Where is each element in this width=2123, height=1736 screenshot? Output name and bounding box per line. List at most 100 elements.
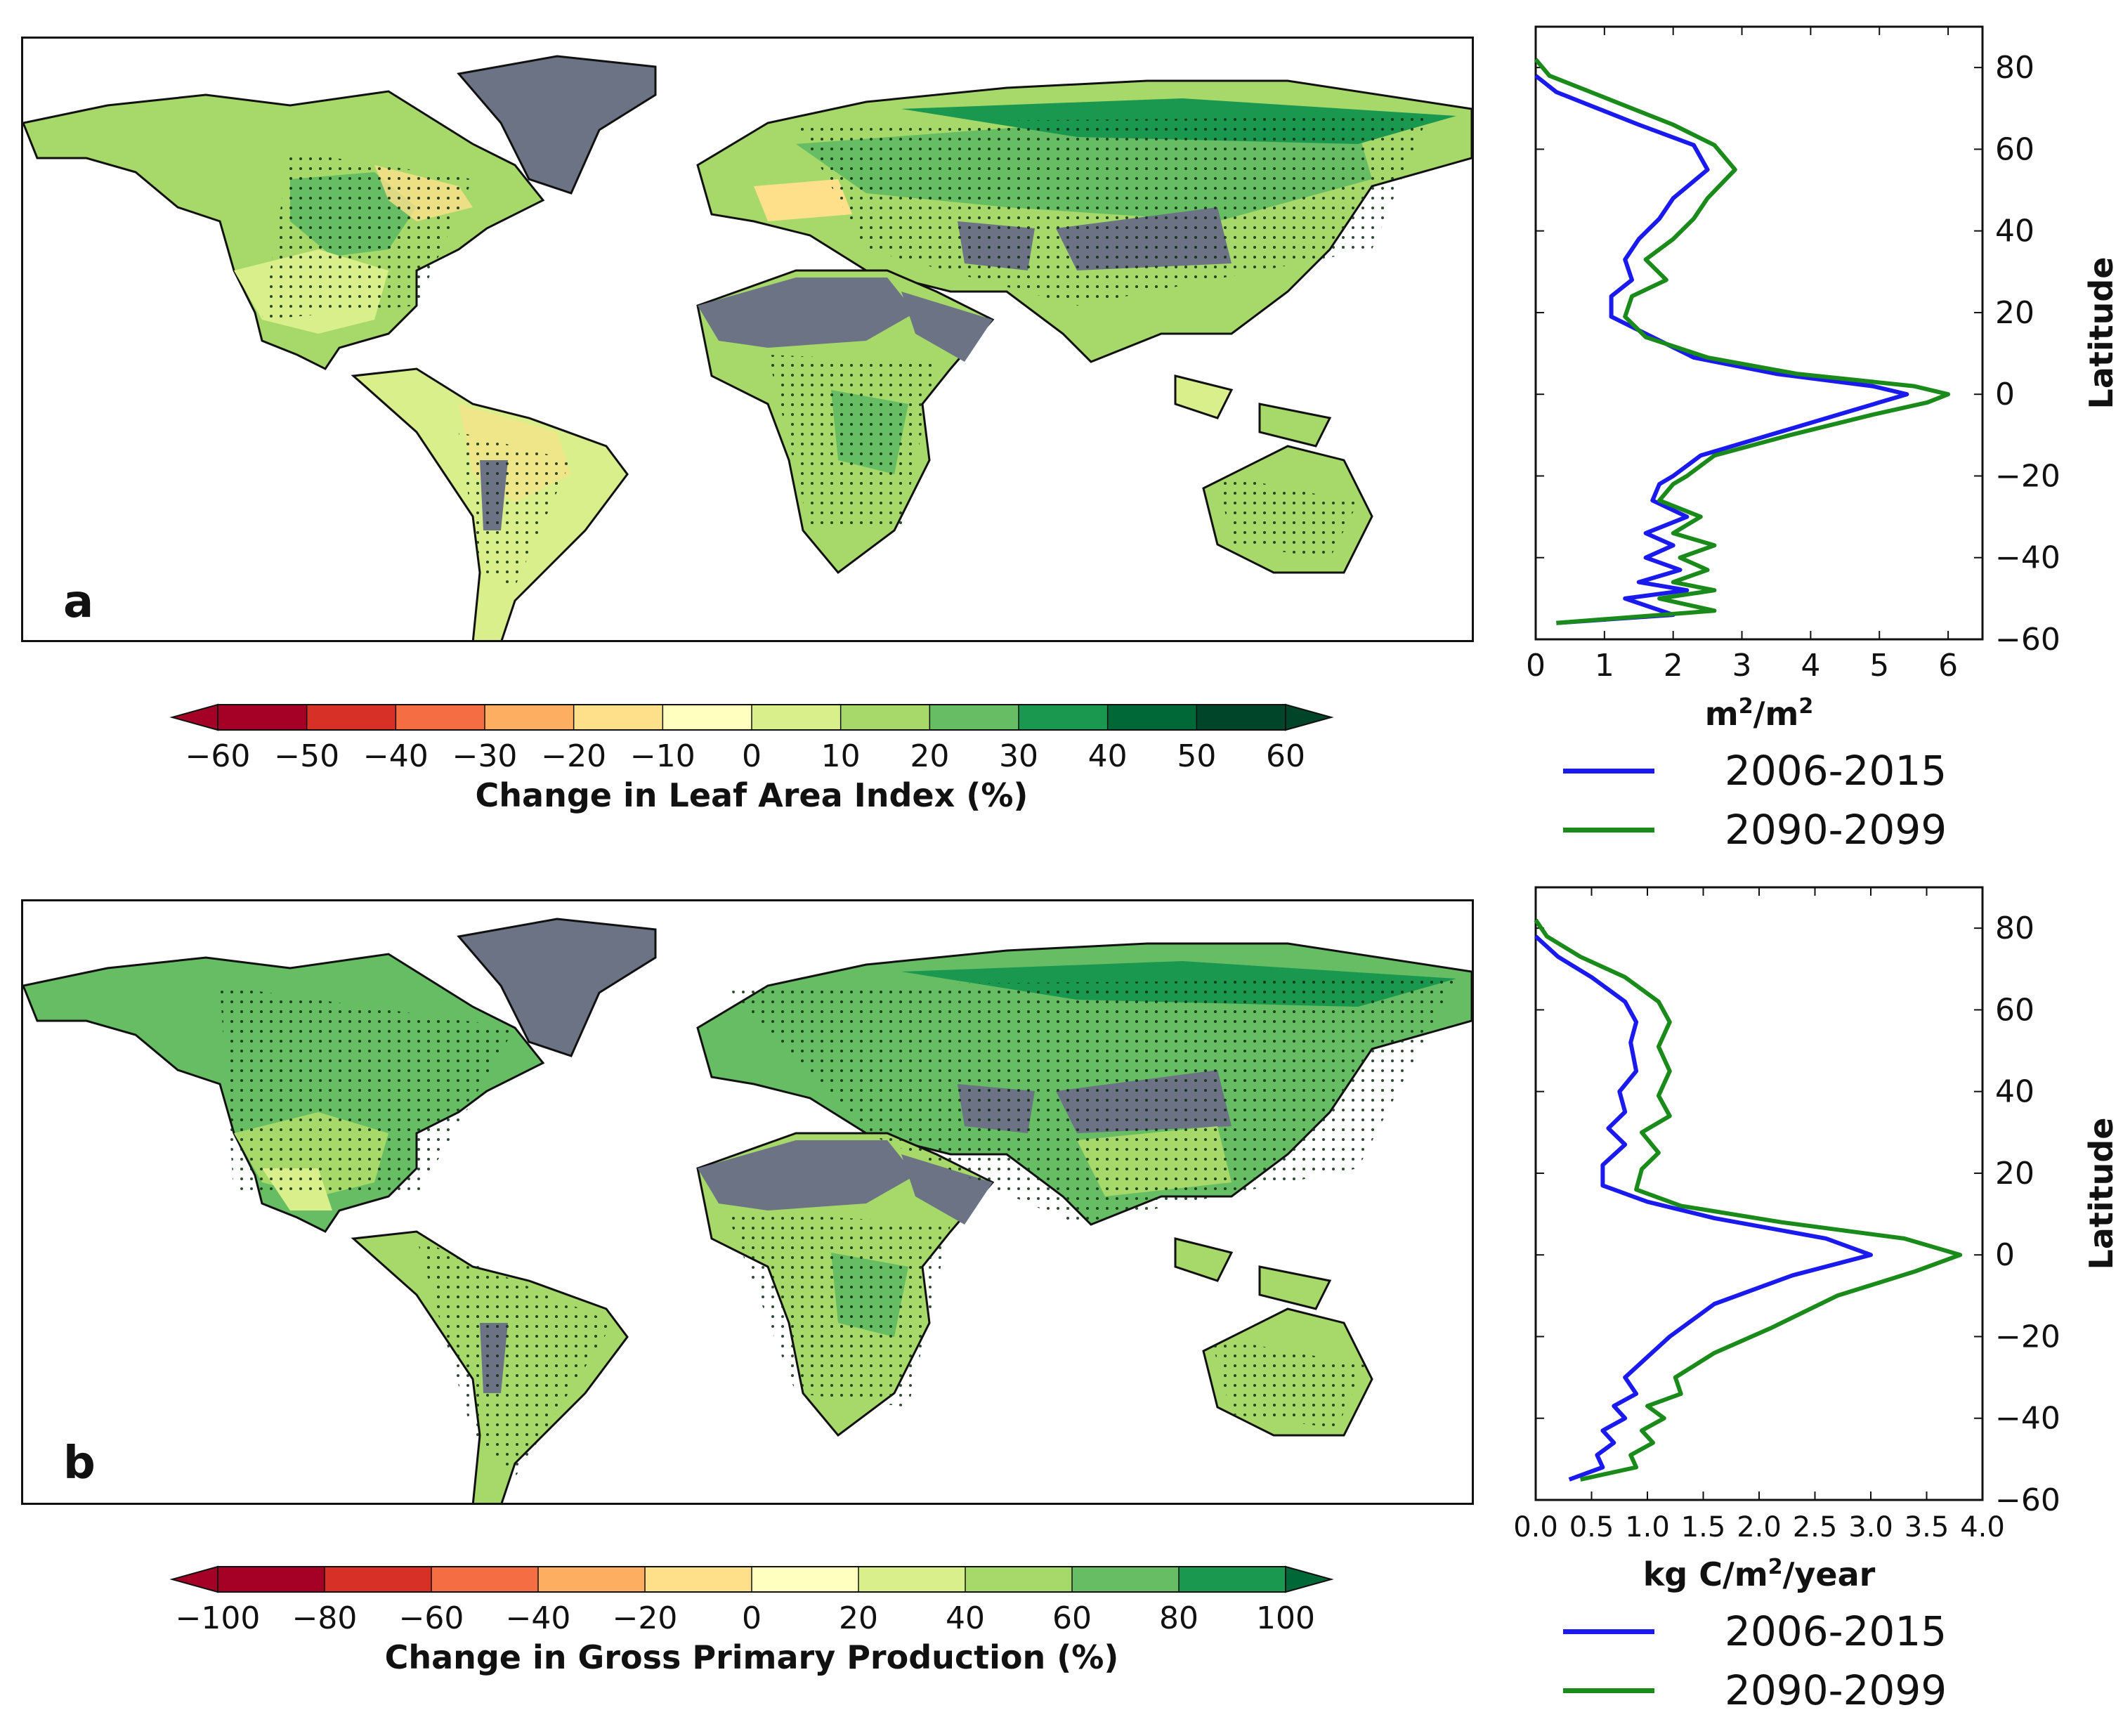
- y-tick-label: −40: [1995, 540, 2060, 576]
- colorbar-a: −60 −50 −40 −30 −20 −10 0 10 20 30 40 50 60: [169, 703, 1334, 774]
- colorbar-segment: [1196, 705, 1286, 730]
- colorbar-tick-label: 30: [999, 738, 1038, 774]
- colorbar-extend-max: [1285, 1565, 1334, 1593]
- colorbar-extend-min: [169, 703, 218, 731]
- colorbar-segment: [538, 1567, 646, 1592]
- colorbar-tick-label: 50: [1177, 738, 1216, 774]
- panel-letter-b: b: [63, 1437, 96, 1489]
- colorbar-tick-label: −50: [274, 738, 339, 774]
- y-axis-label: Latitude: [2082, 257, 2120, 410]
- colorbar-segment: [218, 705, 308, 730]
- colorbar-segment: [1019, 705, 1109, 730]
- colorbar-extend-max: [1285, 703, 1334, 731]
- colorbar-tick-label: −20: [613, 1600, 678, 1636]
- y-tick-label: −20: [1995, 1319, 2060, 1355]
- colorbar-tick-label: 10: [821, 738, 861, 774]
- colorbar-title-a: Change in Leaf Area Index (%): [475, 776, 1028, 814]
- colorbar-tick-label: −60: [185, 738, 251, 774]
- colorbar-segment: [306, 705, 396, 730]
- colorbar-segment: [840, 705, 930, 730]
- y-tick-label: 20: [1995, 1156, 2034, 1192]
- map-panel-a: [21, 37, 1474, 642]
- legend-entry: 2090-2099: [1563, 1661, 1947, 1720]
- y-tick-label: 40: [1995, 214, 2034, 249]
- x-tick-label: 3.5: [1905, 1511, 1949, 1544]
- legend-entry: 2006-2015: [1563, 741, 1947, 800]
- x-axis-label: kg C/m2/year: [1643, 1555, 1876, 1594]
- series-line-2006-2015: [1534, 934, 1873, 1482]
- world-map-gpp: [23, 918, 1472, 1503]
- colorbar-tick-label: 0: [742, 1600, 762, 1636]
- colorbar-tick-label: 40: [946, 1600, 985, 1636]
- colorbar-tick-label: 100: [1256, 1600, 1315, 1636]
- y-tick-label: 60: [1995, 131, 2034, 167]
- colorbar-b: −100 −80 −60 −40 −20 0 20 40 60 80 100: [169, 1565, 1334, 1636]
- legend-label: 2090-2099: [1725, 1666, 1947, 1714]
- colorbar-tick-label: 20: [910, 738, 949, 774]
- plot-frame: [1534, 25, 1984, 641]
- colorbar-tick-label: 0: [742, 738, 762, 774]
- y-tick-label: 40: [1995, 1074, 2034, 1110]
- legend-swatch-green: [1563, 827, 1654, 833]
- landmass-greenland: [457, 918, 657, 1057]
- colorbar-tick-label: 60: [1052, 1600, 1092, 1636]
- x-tick-label: 2.0: [1737, 1511, 1782, 1544]
- x-tick-label: 3.0: [1848, 1511, 1893, 1544]
- colorbar-segment: [325, 1567, 432, 1592]
- y-tick-label: 0: [1995, 1237, 2015, 1273]
- colorbar-segment: [965, 1567, 1073, 1592]
- colorbar-title-b: Change in Gross Primary Production (%): [384, 1638, 1119, 1676]
- legend-swatch-green: [1563, 1688, 1654, 1693]
- panel-letter-a: a: [63, 576, 94, 628]
- legend-swatch-blue: [1563, 768, 1654, 774]
- x-tick-label: 1.0: [1625, 1511, 1670, 1544]
- y-tick-label: −20: [1995, 458, 2060, 494]
- x-axis-label: m2/m2: [1705, 694, 1813, 733]
- y-tick-label: 60: [1995, 992, 2034, 1028]
- colorbar-tick-label: 60: [1266, 738, 1305, 774]
- x-tick-label: 2: [1664, 648, 1683, 684]
- x-tick-label: 0.5: [1569, 1511, 1614, 1544]
- landmass-greenland: [457, 55, 657, 195]
- x-tick-label: 4.0: [1960, 1511, 2005, 1544]
- colorbar-segment: [485, 705, 575, 730]
- colorbar-segment: [1072, 1567, 1180, 1592]
- y-tick-label: 80: [1995, 911, 2034, 946]
- latitude-profile-gpp: 0.0 0.5 1.0 1.5 2.0 2.5 3.0 3.5 4.0−60 −40 −20 0 20 4…: [1513, 886, 2120, 1594]
- world-map-lai: [23, 55, 1472, 640]
- y-tick-label: 20: [1995, 295, 2034, 331]
- colorbar-tick-label: −10: [630, 738, 695, 774]
- colorbar-segment: [1107, 705, 1197, 730]
- legend-swatch-blue: [1563, 1629, 1654, 1634]
- legend-entry: 2006-2015: [1563, 1602, 1947, 1661]
- colorbar-tick-label: 80: [1159, 1600, 1198, 1636]
- x-tick-label: 6: [1938, 648, 1958, 684]
- x-tick-label: 3: [1732, 648, 1752, 684]
- x-tick-label: 1: [1595, 648, 1614, 684]
- colorbar-extend-min: [169, 1565, 218, 1593]
- colorbar-tick-label: −30: [452, 738, 518, 774]
- x-tick-label: 0.0: [1513, 1511, 1558, 1544]
- series-line-2090-2099: [1534, 918, 1963, 1482]
- colorbar-tick-label: −40: [363, 738, 429, 774]
- x-tick-label: 1.5: [1681, 1511, 1726, 1544]
- legend-b: 2006-2015 2090-2099: [1563, 1602, 1947, 1720]
- colorbar-segment: [645, 1567, 752, 1592]
- colorbar-segment: [752, 1567, 859, 1592]
- legend-entry: 2090-2099: [1563, 800, 1947, 859]
- colorbar-segment: [858, 1567, 966, 1592]
- colorbar-tick-label: −20: [541, 738, 606, 774]
- x-tick-label: 2.5: [1793, 1511, 1838, 1544]
- colorbar-segment: [396, 705, 485, 730]
- map-panel-b: [21, 899, 1474, 1505]
- plot-frame: [1534, 886, 1984, 1501]
- legend-label: 2006-2015: [1725, 747, 1947, 795]
- colorbar-segment: [752, 705, 842, 730]
- legend-label: 2006-2015: [1725, 1607, 1947, 1655]
- x-tick-label: 5: [1869, 648, 1889, 684]
- legend-label: 2090-2099: [1725, 806, 1947, 854]
- colorbar-segment: [218, 1567, 325, 1592]
- colorbar-tick-label: −40: [506, 1600, 571, 1636]
- y-tick-label: −40: [1995, 1401, 2060, 1437]
- y-tick-label: −60: [1995, 1482, 2060, 1518]
